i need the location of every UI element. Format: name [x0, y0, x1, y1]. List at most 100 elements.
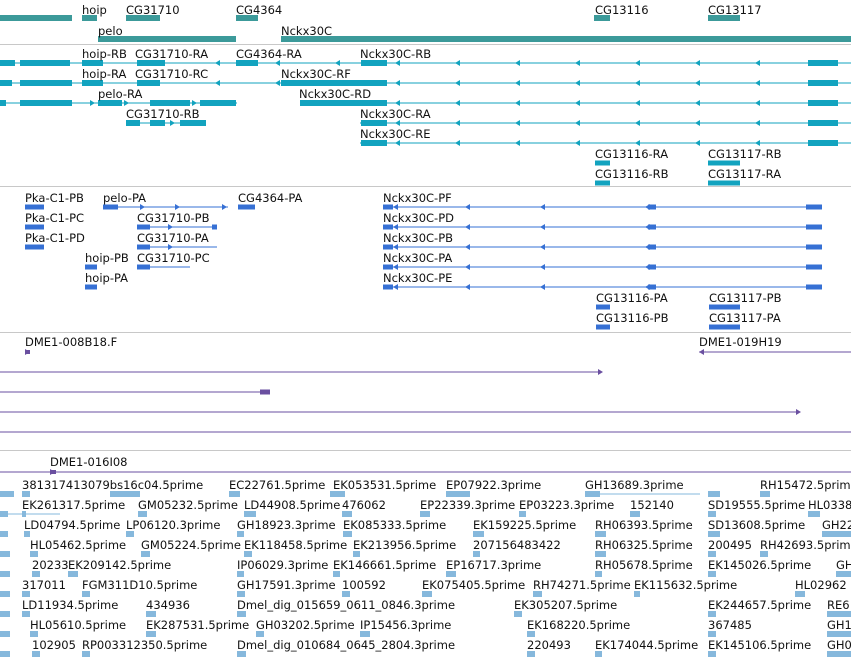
- exon-block[interactable]: [20, 100, 72, 106]
- feature-label[interactable]: GM05232.5prime: [138, 498, 238, 512]
- feature-label[interactable]: RH05678.5prime: [595, 558, 693, 572]
- exon-block[interactable]: [85, 264, 97, 270]
- strand-arrow[interactable]: [515, 100, 520, 106]
- feature-label[interactable]: Dmel_dig_010684_0645_2804.3prime: [237, 638, 456, 652]
- feature-label[interactable]: CG13116-PA: [596, 291, 668, 305]
- feature-label[interactable]: 200495: [708, 538, 752, 552]
- feature-label[interactable]: FGM311D10.5prime: [82, 578, 198, 592]
- feature-label[interactable]: GH2: [836, 558, 851, 572]
- feature-label[interactable]: CG13117-RB: [708, 147, 782, 161]
- feature-label[interactable]: HL05610.5prime: [30, 618, 127, 632]
- strand-arrow[interactable]: [575, 120, 580, 126]
- exon-block[interactable]: [0, 15, 72, 21]
- exon-block[interactable]: [383, 224, 393, 230]
- exon-block[interactable]: [594, 15, 610, 21]
- strand-arrow[interactable]: [393, 284, 398, 290]
- exon-block[interactable]: [103, 204, 118, 210]
- feature-label[interactable]: Nckx30C-PE: [383, 271, 453, 285]
- feature-label[interactable]: 367485: [708, 618, 752, 632]
- exon-block[interactable]: [422, 591, 432, 597]
- exon-block[interactable]: [82, 651, 90, 657]
- feature-label[interactable]: EK209142.5prime: [68, 558, 172, 572]
- strand-arrow[interactable]: [796, 409, 801, 415]
- strand-arrow[interactable]: [215, 80, 220, 86]
- feature-label[interactable]: EK115632.5prime: [634, 578, 738, 592]
- intron-line[interactable]: [150, 226, 217, 228]
- exon-block[interactable]: [137, 224, 150, 230]
- feature-label[interactable]: DME1-019H19: [699, 335, 782, 349]
- exon-block[interactable]: [595, 531, 606, 537]
- intron-line[interactable]: [383, 226, 822, 228]
- exon-block[interactable]: [25, 244, 44, 250]
- intron-line[interactable]: [150, 246, 217, 248]
- exon-block[interactable]: [238, 204, 255, 210]
- intron-line[interactable]: [0, 513, 60, 515]
- strand-arrow[interactable]: [168, 224, 173, 230]
- feature-label[interactable]: GH17591.3prime: [237, 578, 336, 592]
- feature-label[interactable]: IP06029.3prime: [237, 558, 329, 572]
- exon-block[interactable]: [137, 60, 165, 66]
- feature-label[interactable]: 20233: [32, 558, 69, 572]
- exon-block[interactable]: [420, 511, 430, 517]
- exon-block[interactable]: [708, 631, 716, 637]
- exon-block[interactable]: [648, 284, 656, 290]
- feature-label[interactable]: CG13117-PB: [709, 291, 782, 305]
- strand-arrow[interactable]: [515, 140, 520, 146]
- strand-arrow[interactable]: [635, 60, 640, 66]
- exon-block[interactable]: [473, 551, 480, 557]
- feature-label[interactable]: GH0: [827, 638, 851, 652]
- feature-label[interactable]: RH06325.5prime: [595, 538, 693, 552]
- strand-arrow[interactable]: [395, 100, 400, 106]
- feature-label[interactable]: hoip-RB: [82, 47, 127, 61]
- feature-label[interactable]: EK053531.5prime: [333, 478, 437, 492]
- exon-block[interactable]: [0, 631, 10, 637]
- exon-block[interactable]: [343, 531, 352, 537]
- strand-arrow[interactable]: [515, 80, 520, 86]
- feature-label[interactable]: pelo: [98, 24, 123, 38]
- feature-label[interactable]: GH1: [827, 618, 851, 632]
- exon-block[interactable]: [0, 80, 12, 86]
- feature-label[interactable]: LD04794.5prime: [24, 518, 121, 532]
- feature-label[interactable]: EK146661.5prime: [333, 558, 437, 572]
- feature-label[interactable]: CG13117-PA: [709, 311, 781, 325]
- feature-label[interactable]: 220493: [527, 638, 571, 652]
- strand-arrow[interactable]: [695, 80, 700, 86]
- strand-arrow[interactable]: [465, 204, 470, 210]
- strand-arrow[interactable]: [140, 204, 145, 210]
- strand-arrow[interactable]: [465, 224, 470, 230]
- strand-arrow[interactable]: [455, 140, 460, 146]
- feature-label[interactable]: GH13689.3prime: [585, 478, 684, 492]
- exon-block[interactable]: [237, 591, 245, 597]
- strand-arrow[interactable]: [515, 60, 520, 66]
- exon-block[interactable]: [353, 551, 360, 557]
- strand-arrow[interactable]: [335, 60, 340, 66]
- exon-block[interactable]: [137, 80, 160, 86]
- exon-block[interactable]: [244, 511, 256, 517]
- strand-arrow[interactable]: [755, 120, 760, 126]
- feature-label[interactable]: CG13116-RB: [595, 167, 669, 181]
- strand-arrow[interactable]: [755, 80, 760, 86]
- feature-label[interactable]: SD13608.5prime: [708, 518, 806, 532]
- exon-block[interactable]: [361, 60, 387, 66]
- feature-label[interactable]: HL0338: [808, 498, 851, 512]
- feature-label[interactable]: 317011: [22, 578, 66, 592]
- feature-label[interactable]: CG13116: [595, 3, 649, 17]
- exon-block[interactable]: [24, 531, 30, 537]
- exon-block[interactable]: [200, 100, 236, 106]
- exon-block[interactable]: [20, 60, 70, 66]
- exon-block[interactable]: [533, 591, 542, 597]
- feature-label[interactable]: CG31710-PB: [137, 211, 210, 225]
- exon-block[interactable]: [708, 651, 716, 657]
- exon-block[interactable]: [22, 611, 30, 617]
- strand-arrow[interactable]: [635, 140, 640, 146]
- intron-line[interactable]: [0, 82, 851, 84]
- strand-arrow[interactable]: [393, 224, 398, 230]
- feature-label[interactable]: RH42693.5prime: [760, 538, 851, 552]
- exon-block[interactable]: [708, 511, 716, 517]
- exon-block[interactable]: [595, 551, 606, 557]
- exon-block[interactable]: [32, 571, 40, 577]
- exon-block[interactable]: [22, 491, 30, 497]
- feature-label[interactable]: hoip-RA: [82, 67, 127, 81]
- exon-block[interactable]: [808, 80, 838, 86]
- exon-block[interactable]: [795, 591, 805, 597]
